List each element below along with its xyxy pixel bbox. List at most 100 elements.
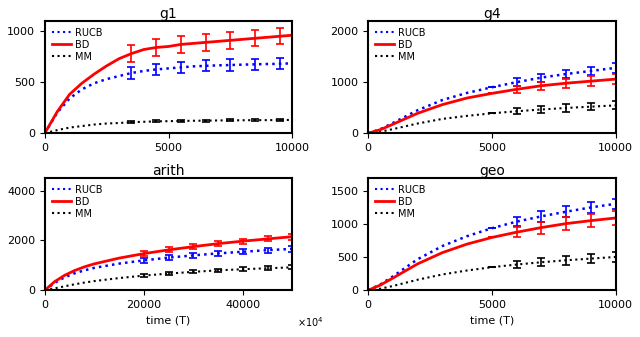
RUCB — [227, 63, 234, 67]
RUCB — [41, 131, 49, 135]
BD — [289, 235, 296, 239]
BD — [239, 37, 246, 41]
BD — [103, 64, 111, 68]
Line: BD: BD — [368, 79, 616, 133]
RUCB — [513, 220, 520, 224]
MM — [115, 276, 123, 280]
Line: RUCB: RUCB — [368, 68, 616, 133]
MM — [177, 119, 185, 123]
RUCB — [264, 62, 271, 66]
MM — [103, 122, 111, 126]
Legend: RUCB, BD, MM: RUCB, BD, MM — [373, 26, 428, 64]
MM — [488, 111, 495, 115]
MM — [364, 131, 372, 135]
MM — [612, 103, 620, 108]
BD — [227, 38, 234, 42]
RUCB — [189, 253, 197, 257]
BD — [239, 239, 246, 243]
MM — [189, 270, 197, 274]
MM — [389, 284, 397, 288]
BD — [376, 128, 384, 132]
Line: BD: BD — [45, 237, 292, 290]
RUCB — [164, 255, 172, 259]
RUCB — [90, 81, 98, 85]
MM — [41, 288, 49, 292]
RUCB — [364, 131, 372, 135]
BD — [413, 262, 421, 266]
MM — [70, 282, 78, 286]
BD — [389, 122, 397, 126]
MM — [81, 280, 88, 284]
RUCB — [164, 66, 172, 70]
RUCB — [364, 288, 372, 292]
RUCB — [612, 66, 620, 70]
BD — [78, 81, 86, 85]
RUCB — [81, 268, 88, 272]
RUCB — [239, 63, 246, 67]
RUCB — [214, 251, 222, 255]
MM — [214, 118, 222, 122]
RUCB — [488, 226, 495, 230]
MM — [140, 274, 148, 278]
MM — [140, 120, 148, 124]
RUCB — [538, 214, 545, 218]
BD — [513, 87, 520, 91]
MM — [276, 118, 284, 122]
BD — [413, 111, 421, 115]
MM — [189, 119, 197, 123]
BD — [264, 35, 271, 39]
BD — [562, 222, 570, 226]
RUCB — [115, 262, 123, 266]
BD — [364, 288, 372, 292]
MM — [239, 267, 246, 271]
Line: BD: BD — [45, 35, 292, 133]
MM — [587, 105, 595, 109]
RUCB — [127, 71, 135, 75]
MM — [413, 278, 421, 282]
X-axis label: time (T): time (T) — [147, 315, 191, 326]
BD — [115, 57, 123, 61]
RUCB — [463, 91, 471, 95]
MM — [463, 114, 471, 118]
BD — [538, 225, 545, 229]
RUCB — [51, 281, 58, 285]
MM — [389, 127, 397, 131]
MM — [289, 118, 296, 122]
BD — [438, 251, 446, 255]
MM — [66, 126, 74, 130]
BD — [140, 48, 148, 52]
BD — [562, 81, 570, 85]
MM — [61, 284, 68, 288]
RUCB — [61, 275, 68, 279]
MM — [264, 118, 271, 122]
MM — [376, 130, 384, 134]
BD — [81, 265, 88, 269]
MM — [90, 279, 98, 283]
RUCB — [438, 98, 446, 102]
MM — [202, 119, 209, 123]
RUCB — [115, 74, 123, 78]
MM — [562, 258, 570, 262]
MM — [612, 255, 620, 259]
RUCB — [587, 69, 595, 73]
RUCB — [562, 210, 570, 214]
RUCB — [276, 62, 284, 66]
Text: $\times 10^4$: $\times 10^4$ — [297, 315, 324, 329]
BD — [513, 230, 520, 234]
BD — [376, 283, 384, 287]
RUCB — [376, 127, 384, 131]
BD — [90, 72, 98, 76]
RUCB — [177, 65, 185, 69]
Line: RUCB: RUCB — [45, 63, 292, 133]
BD — [152, 45, 160, 50]
BD — [289, 33, 296, 37]
Line: MM: MM — [45, 267, 292, 290]
MM — [51, 286, 58, 290]
BD — [463, 242, 471, 246]
MM — [115, 121, 123, 125]
BD — [115, 256, 123, 260]
MM — [438, 272, 446, 276]
MM — [127, 120, 135, 124]
MM — [164, 119, 172, 123]
BD — [61, 273, 68, 277]
